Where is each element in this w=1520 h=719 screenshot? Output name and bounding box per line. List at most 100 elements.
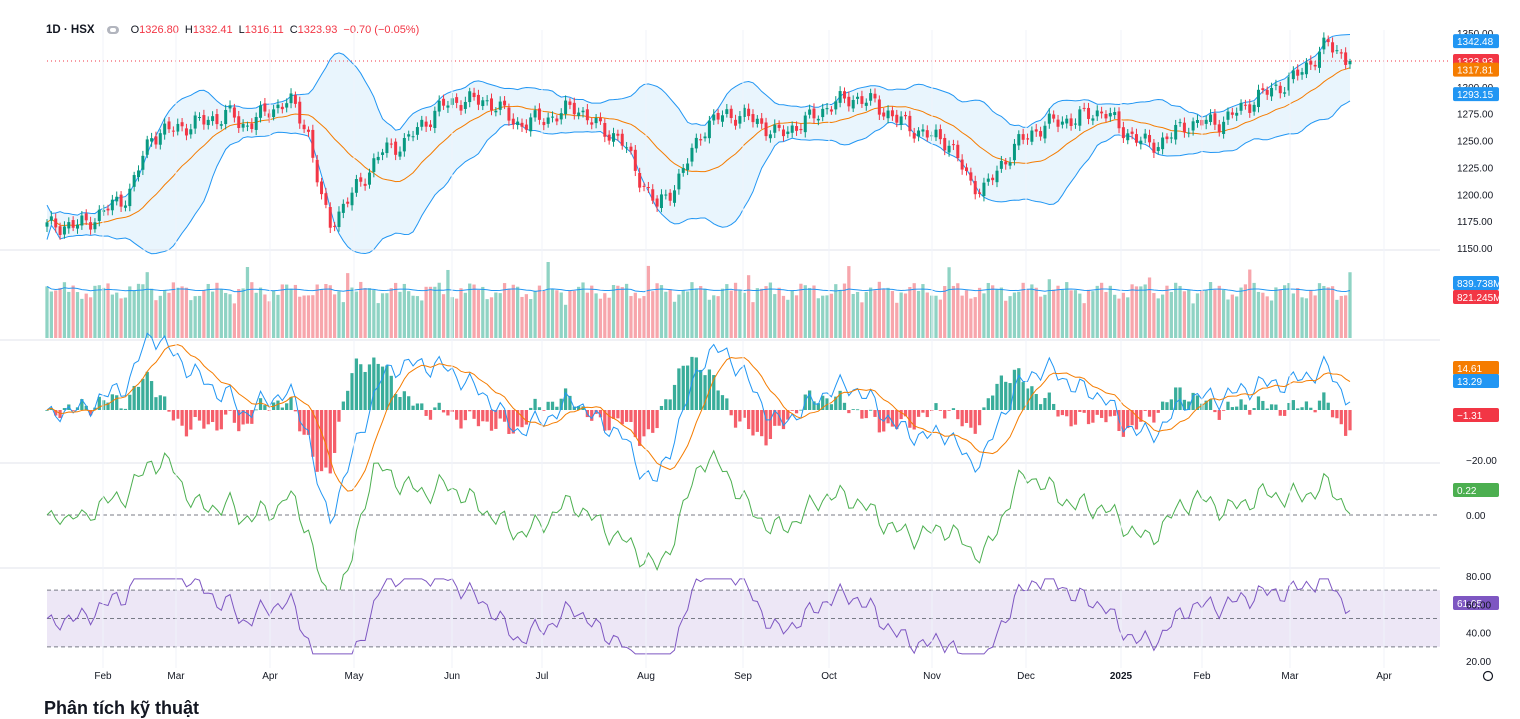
macd-histogram-bar [328, 410, 332, 474]
volume-bar [1339, 295, 1343, 338]
candle-body [938, 129, 942, 140]
candle-body [638, 172, 642, 188]
macd-histogram-bar [812, 401, 816, 410]
macd-badge: 13.29 [1457, 377, 1482, 388]
candle-body [498, 101, 502, 110]
candle-body [956, 144, 960, 159]
volume-bar [1174, 282, 1178, 338]
macd-histogram-bar [1182, 399, 1187, 410]
candle-body [80, 215, 84, 226]
volume-bar [1086, 289, 1091, 338]
candle-body [864, 102, 868, 106]
candle-body [503, 100, 507, 106]
macd-signal-badge-bg [1453, 361, 1499, 375]
candle-body [1339, 52, 1343, 54]
volume-bar [398, 291, 402, 338]
volume-bar [237, 288, 241, 338]
symbol-label[interactable]: 1D · HSX [46, 24, 95, 36]
candle-body [54, 218, 58, 228]
macd-histogram-bar [934, 403, 938, 410]
macd-histogram-bar [542, 410, 546, 411]
macd-histogram-bar [202, 410, 206, 429]
macd-histogram-bar [1304, 401, 1309, 410]
macd-histogram-bar [167, 410, 171, 412]
volume-bar [977, 287, 982, 338]
candle-body [1313, 64, 1317, 67]
candle-body [394, 141, 398, 155]
macd-histogram-bar [232, 410, 237, 423]
time-axis-tick: Sep [734, 671, 752, 682]
macd-histogram-bar [119, 408, 123, 410]
time-axis-tick: Feb [1193, 671, 1211, 682]
macd-histogram-bar [1091, 410, 1095, 423]
candle-body [1126, 133, 1130, 141]
macd-histogram-bar [437, 402, 441, 410]
bollinger-basis-badge: 1317.81 [1457, 66, 1494, 77]
candle-body [298, 101, 302, 124]
volume-bar [1283, 285, 1287, 338]
macd-histogram-bar [855, 409, 860, 411]
candle-body [1165, 136, 1169, 140]
volume-bar [1221, 289, 1226, 338]
macd-histogram-bar [794, 410, 799, 414]
candle-body [206, 119, 210, 126]
candle-body [402, 137, 406, 152]
macd-histogram-bar [280, 407, 284, 410]
candle-body [734, 119, 738, 126]
macd-histogram-bar [62, 408, 67, 410]
macd-histogram-bar [773, 410, 777, 426]
candle-body [1344, 52, 1348, 65]
macd-histogram-bar [943, 410, 947, 419]
volume-bar [912, 283, 916, 338]
candle-body [659, 194, 663, 209]
candle-body [106, 208, 110, 211]
volume-bar [54, 290, 58, 338]
candle-body [446, 105, 450, 108]
volume-bar [947, 267, 951, 338]
volume-bar [123, 297, 128, 338]
candle-body [629, 146, 633, 151]
macd-histogram-bar [816, 403, 820, 410]
macd-histogram-bar [1252, 408, 1256, 410]
macd-histogram-bar [398, 397, 402, 410]
volume-bar [446, 269, 450, 338]
candle-body [110, 199, 114, 211]
candle-body [716, 112, 720, 120]
macd-histogram-bar [685, 365, 690, 410]
macd-histogram-bar [1073, 410, 1078, 425]
macd-histogram-bar [651, 410, 655, 433]
candle-body [1021, 134, 1025, 140]
time-axis-tick: 2025 [1110, 671, 1133, 682]
macd-histogram-bar [1239, 399, 1243, 410]
volume-bar [141, 284, 145, 338]
candle-body [768, 134, 772, 139]
volume-bar [943, 286, 947, 338]
volume-bar [128, 286, 132, 338]
macd-histogram-bar [807, 390, 812, 410]
candle-body [568, 101, 572, 105]
candle-body [816, 118, 820, 121]
macd-histogram-bar [886, 410, 890, 424]
candle-body [803, 115, 807, 133]
visibility-eye-icon[interactable] [106, 26, 119, 34]
candle-body [777, 124, 781, 128]
candle-body [293, 95, 297, 104]
volume-bar [1230, 294, 1234, 338]
volume-bar [289, 288, 293, 338]
candle-body [903, 115, 907, 117]
macd-histogram-bar [141, 378, 145, 410]
candle-body [664, 194, 668, 196]
candle-body [738, 116, 742, 124]
volume-bar [80, 298, 84, 338]
candle-body [690, 147, 694, 162]
candle-body [137, 170, 141, 178]
volume-bar [250, 282, 254, 338]
settings-gear-icon[interactable] [1482, 670, 1494, 682]
macd-histogram-bar [1078, 410, 1082, 412]
volume-bar [163, 289, 167, 338]
candle-body [346, 201, 350, 204]
volume-bar [1073, 290, 1078, 338]
volume-bar [964, 290, 969, 338]
macd-histogram-bar [681, 365, 685, 410]
